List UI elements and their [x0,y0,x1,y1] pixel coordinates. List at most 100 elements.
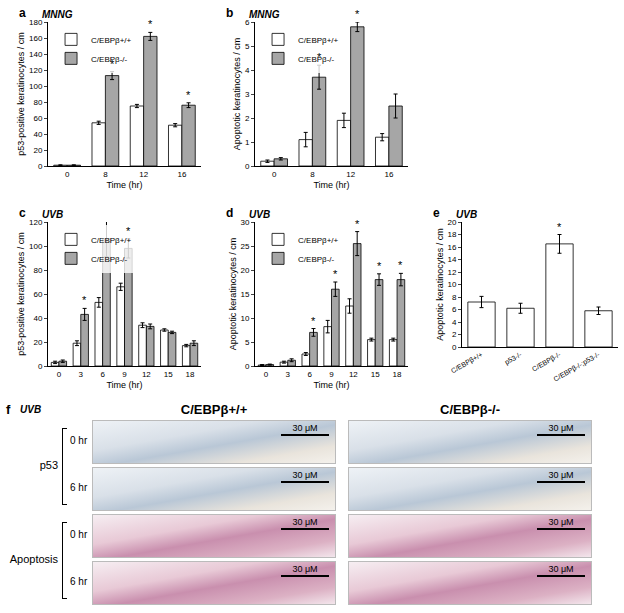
svg-text:12: 12 [142,370,151,379]
svg-text:6: 6 [307,370,312,379]
svg-text:C/EBPβ+/+: C/EBPβ+/+ [91,236,132,245]
svg-text:C/EBPβ+/+: C/EBPβ+/+ [298,36,339,45]
svg-text:0: 0 [245,162,250,171]
svg-text:UVB: UVB [456,209,477,220]
svg-text:C/EBPβ-/-: C/EBPβ-/- [298,255,334,264]
svg-text:3: 3 [79,370,84,379]
svg-text:c: c [19,206,26,220]
svg-text:5: 5 [245,42,250,51]
svg-text:0: 0 [38,362,43,371]
svg-text:4: 4 [452,318,457,327]
svg-text:10: 10 [240,314,249,323]
svg-text:C/EBPβ-/-;p53-/-: C/EBPβ-/-;p53-/- [552,350,602,383]
svg-text:40: 40 [33,130,42,139]
svg-text:12: 12 [346,170,355,179]
svg-text:0: 0 [245,362,250,371]
svg-text:0: 0 [38,162,43,171]
svg-text:9: 9 [122,370,127,379]
svg-text:0: 0 [65,170,70,179]
svg-text:*: * [148,18,153,30]
svg-text:10: 10 [447,280,456,289]
svg-text:100: 100 [29,242,43,251]
svg-text:a: a [19,6,26,20]
svg-text:120: 120 [29,66,43,75]
svg-text:MNNG: MNNG [42,9,73,20]
svg-text:8: 8 [310,170,315,179]
svg-text:p53-/-: p53-/- [503,350,523,366]
svg-text:*: * [557,221,562,233]
svg-text:16: 16 [177,170,186,179]
svg-text:3: 3 [245,90,250,99]
svg-text:160: 160 [29,34,43,43]
svg-text:2: 2 [452,330,457,339]
svg-text:6: 6 [100,370,105,379]
svg-text:*: * [311,315,316,327]
svg-text:1: 1 [245,138,250,147]
svg-text:Time (hr): Time (hr) [106,180,142,190]
svg-text:UVB: UVB [42,209,63,220]
svg-text:Apoptotic keratinocytes / cm: Apoptotic keratinocytes / cm [228,238,238,351]
svg-text:80: 80 [33,266,42,275]
svg-text:0: 0 [57,370,62,379]
svg-text:C/EBPβ-/-: C/EBPβ-/- [531,350,563,373]
svg-text:C/EBPβ+/+: C/EBPβ+/+ [450,351,484,376]
svg-text:40: 40 [33,314,42,323]
svg-text:15: 15 [371,370,380,379]
svg-text:16: 16 [384,170,393,179]
svg-text:20: 20 [447,218,456,227]
svg-text:Apoptotic keratinocytes / cm: Apoptotic keratinocytes / cm [232,38,242,151]
svg-text:16: 16 [447,243,456,252]
svg-text:60: 60 [33,114,42,123]
svg-text:e: e [433,206,440,220]
svg-text:80: 80 [33,98,42,107]
svg-text:*: * [355,218,360,230]
svg-text:12: 12 [349,370,358,379]
svg-text:60: 60 [33,290,42,299]
svg-text:0: 0 [272,170,277,179]
svg-text:8: 8 [103,170,108,179]
svg-text:6: 6 [452,305,457,314]
svg-text:140: 140 [29,50,43,59]
svg-text:5: 5 [245,338,250,347]
svg-text:20: 20 [240,266,249,275]
svg-text:9: 9 [329,370,334,379]
svg-text:*: * [377,260,382,272]
svg-text:15: 15 [164,370,173,379]
svg-text:0: 0 [264,370,269,379]
svg-text:30: 30 [240,218,249,227]
svg-text:12: 12 [139,170,148,179]
svg-text:Time (hr): Time (hr) [106,380,142,390]
svg-text:20: 20 [33,146,42,155]
svg-text:120: 120 [29,218,43,227]
svg-text:25: 25 [240,242,249,251]
svg-text:*: * [317,51,322,63]
svg-text:Apoptotic keratinocytes / cm: Apoptotic keratinocytes / cm [435,228,445,341]
svg-text:*: * [82,294,87,306]
svg-text:18: 18 [393,370,402,379]
svg-text:0: 0 [452,343,457,352]
svg-text:180: 180 [29,18,43,27]
svg-text:18: 18 [447,230,456,239]
svg-text:*: * [355,8,360,20]
svg-text:C/EBPβ-/-: C/EBPβ-/- [91,255,127,264]
svg-text:12: 12 [447,268,456,277]
svg-text:Time (hr): Time (hr) [313,380,349,390]
svg-text:UVB: UVB [249,209,270,220]
svg-text:15: 15 [240,290,249,299]
svg-text:6: 6 [245,18,250,27]
svg-text:20: 20 [33,338,42,347]
svg-text:3: 3 [286,370,291,379]
svg-text:C/EBPβ+/+: C/EBPβ+/+ [298,236,339,245]
svg-text:100: 100 [29,82,43,91]
svg-text:18: 18 [186,370,195,379]
svg-text:*: * [333,268,338,280]
svg-text:p53-positive keratinocytes / c: p53-positive keratinocytes / cm [16,232,26,356]
svg-text:C/EBPβ-/-: C/EBPβ-/- [91,55,127,64]
svg-text:b: b [226,6,233,20]
svg-text:C/EBPβ+/+: C/EBPβ+/+ [91,36,132,45]
svg-text:2: 2 [245,114,250,123]
svg-text:14: 14 [447,255,456,264]
svg-text:*: * [398,259,403,271]
svg-text:*: * [186,89,191,101]
svg-text:p53-positive keratinocytes / c: p53-positive keratinocytes / cm [16,32,26,156]
